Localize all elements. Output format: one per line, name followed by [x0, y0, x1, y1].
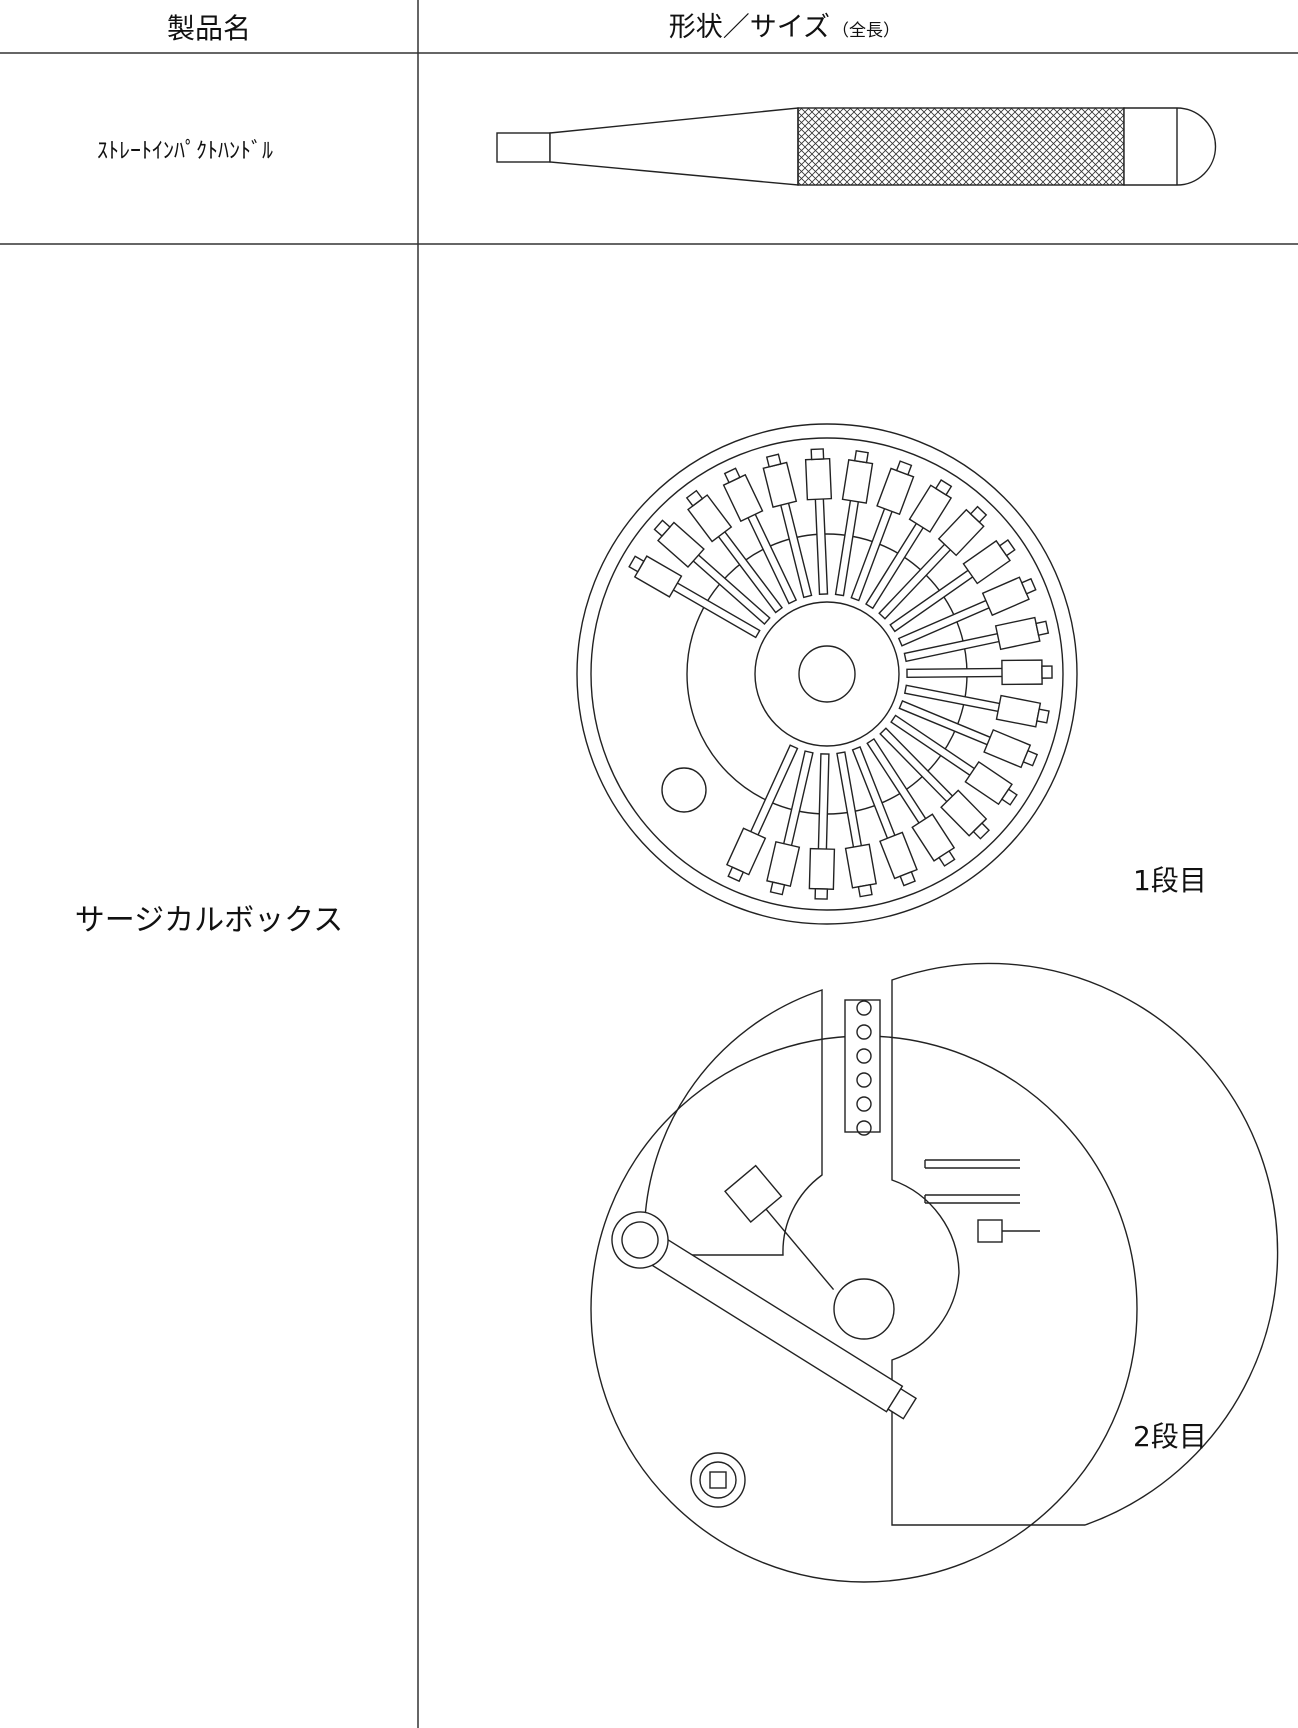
tool — [628, 555, 761, 639]
tool — [725, 744, 799, 883]
row-name: ｽﾄﾚｰﾄｲﾝﾊﾟｸﾄﾊﾝﾄﾞﾙ — [97, 139, 273, 164]
tool-outline — [995, 694, 1042, 728]
tool — [903, 684, 1050, 728]
tool-outline — [856, 1048, 872, 1064]
tool-outline — [1020, 577, 1037, 595]
tray-label: 1段目 — [1133, 864, 1207, 897]
tray-level-1 — [576, 423, 1078, 925]
tool — [879, 727, 990, 840]
tool-outline — [834, 494, 860, 597]
tool-outline — [856, 1000, 872, 1016]
tool-outline — [723, 467, 741, 484]
tool-outline — [1041, 665, 1053, 679]
tool — [903, 616, 1050, 663]
tool-outline — [765, 453, 782, 468]
tool — [898, 700, 1039, 769]
tool-outline — [853, 450, 869, 464]
tool-outline — [998, 539, 1016, 557]
tool — [890, 714, 1018, 806]
tool-outline — [817, 753, 830, 855]
tool — [889, 539, 1016, 633]
tool-outline — [844, 843, 877, 889]
row-name: サージカルボックス — [75, 903, 344, 938]
tool — [804, 448, 833, 595]
tool — [906, 659, 1053, 686]
tool-outline — [836, 751, 864, 853]
tool — [865, 479, 953, 610]
tool-outline — [762, 461, 798, 508]
tool-outline — [856, 1024, 872, 1040]
tool — [897, 576, 1037, 647]
tool-outline — [994, 616, 1041, 651]
tool-outline — [804, 457, 833, 501]
tool — [766, 750, 814, 896]
tool-outline — [938, 850, 956, 867]
tool-outline — [895, 460, 913, 476]
tool — [653, 519, 771, 625]
tool-outline — [1035, 620, 1050, 636]
tool-outline — [814, 493, 829, 595]
tool — [834, 450, 874, 597]
tool-outline — [906, 667, 1008, 679]
tool — [762, 453, 813, 599]
tool-outline — [841, 458, 874, 504]
tool-outline — [969, 505, 988, 524]
tray-level-2 — [590, 962, 1279, 1583]
tool-outline — [856, 1072, 872, 1088]
tool — [866, 737, 956, 867]
tool-outline — [1036, 708, 1050, 724]
tray-label: 2段目 — [1133, 1420, 1207, 1453]
tool — [722, 467, 798, 605]
tool-outline — [808, 847, 836, 890]
tool-outline — [685, 489, 704, 507]
tool — [851, 746, 918, 887]
tool-outline — [810, 448, 825, 461]
tool — [878, 505, 988, 620]
tool-outline — [1001, 659, 1043, 686]
tool — [808, 753, 836, 900]
tool-outline — [856, 1120, 872, 1136]
header-shape-note: （全長） — [832, 21, 900, 41]
tool-outline — [934, 479, 953, 496]
tool — [685, 489, 784, 614]
header-name: 製品名 — [167, 12, 251, 45]
tool-outline — [851, 746, 898, 844]
tool-outline — [814, 888, 829, 900]
tool-outline — [1022, 749, 1039, 767]
tool-outline — [972, 822, 990, 840]
tool — [836, 751, 877, 898]
tool-outline — [653, 519, 671, 538]
tool-outline — [857, 883, 873, 898]
header-shape: 形状／サイズ — [669, 12, 830, 43]
tool-outline — [856, 1096, 872, 1112]
tool-outline — [628, 555, 645, 573]
tool-outline — [727, 866, 745, 883]
tool-outline — [769, 881, 786, 896]
tool — [850, 460, 915, 602]
tool-outline — [899, 870, 916, 887]
tool-outline — [766, 840, 801, 888]
tool-outline — [668, 579, 761, 639]
handle-drawing — [496, 107, 1217, 186]
tool-outline — [1000, 788, 1018, 806]
